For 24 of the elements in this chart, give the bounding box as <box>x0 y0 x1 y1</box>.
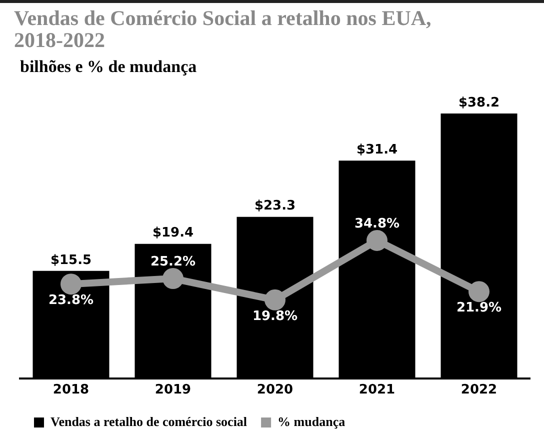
point <box>162 268 184 290</box>
x-tick-label: 2022 <box>460 382 498 398</box>
chart-title: Vendas de Comércio Social a retalho nos EUA, 2018-2022 <box>14 6 432 52</box>
point <box>468 281 490 302</box>
data-label: $15.5 <box>50 252 92 268</box>
x-tick-label: 2020 <box>256 382 294 398</box>
data-label: 19.8% <box>252 308 298 324</box>
data-label: 21.9% <box>456 300 502 316</box>
legend-label: Vendas a retalho de comércio social <box>50 414 248 429</box>
data-label: 25.2% <box>150 254 196 270</box>
data-label: 34.8% <box>354 216 400 232</box>
point <box>366 230 388 251</box>
data-label: $23.3 <box>254 198 296 214</box>
data-label: 23.8% <box>48 292 94 308</box>
legend-label: % mudança <box>278 414 346 429</box>
data-label: $31.4 <box>356 142 398 158</box>
x-tick-label: 2019 <box>154 382 192 398</box>
x-tick-label: 2018 <box>52 382 90 398</box>
data-label: $19.4 <box>152 226 194 241</box>
point <box>264 289 286 310</box>
data-label: $38.2 <box>458 95 500 110</box>
x-tick-label: 2021 <box>358 382 396 398</box>
chart-subtitle: bilhões e % de mudança <box>20 57 197 77</box>
point <box>60 274 82 295</box>
